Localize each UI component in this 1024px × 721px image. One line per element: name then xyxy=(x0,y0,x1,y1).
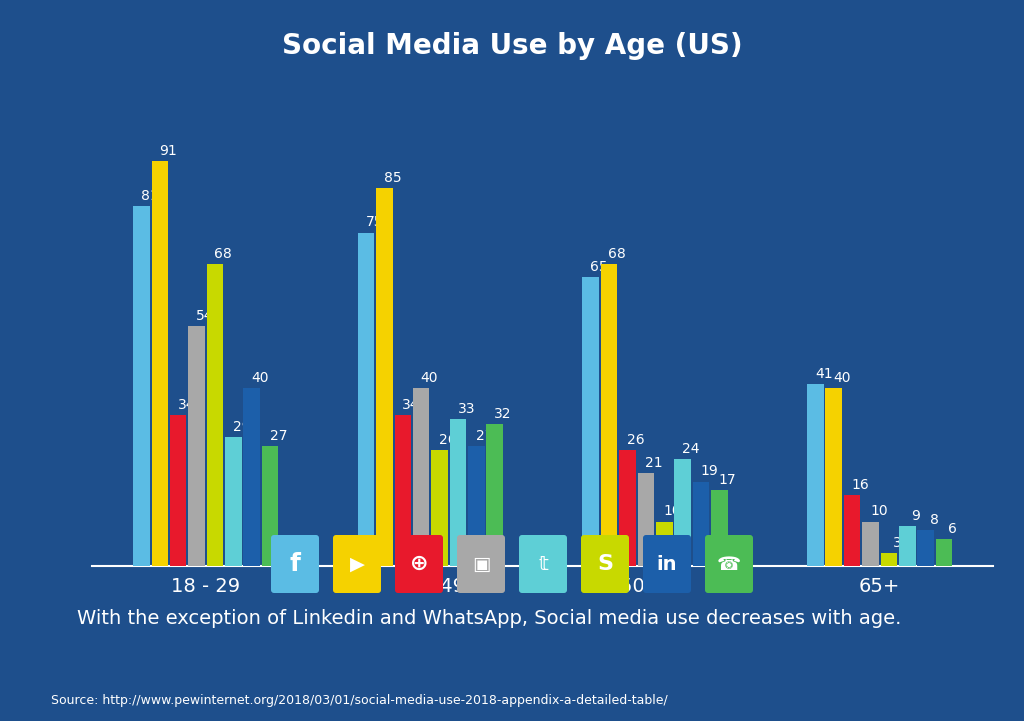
Text: ⊕: ⊕ xyxy=(410,554,428,574)
Text: 68: 68 xyxy=(608,247,627,260)
Bar xyxy=(468,446,484,566)
Text: 27: 27 xyxy=(269,429,287,443)
Text: 91: 91 xyxy=(159,144,177,159)
FancyBboxPatch shape xyxy=(519,535,567,593)
Text: 68: 68 xyxy=(214,247,232,260)
Text: 41: 41 xyxy=(815,366,833,381)
Text: 21: 21 xyxy=(645,456,663,469)
Bar xyxy=(711,490,728,566)
Text: in: in xyxy=(656,554,677,573)
Bar xyxy=(692,482,710,566)
Bar xyxy=(807,384,823,566)
Bar xyxy=(620,451,636,566)
FancyBboxPatch shape xyxy=(643,535,691,593)
Bar xyxy=(431,451,447,566)
Bar xyxy=(918,531,934,566)
Text: 3: 3 xyxy=(893,536,901,549)
Bar xyxy=(638,473,654,566)
Text: With the exception of Linkedin and WhatsApp, Social media use decreases with age: With the exception of Linkedin and Whats… xyxy=(77,609,901,628)
Bar xyxy=(656,521,673,566)
Text: 8: 8 xyxy=(930,513,938,527)
Bar xyxy=(825,388,842,566)
Text: 32: 32 xyxy=(495,407,512,420)
Text: 27: 27 xyxy=(476,429,494,443)
Bar xyxy=(244,388,260,566)
Text: 54: 54 xyxy=(196,309,214,323)
Bar xyxy=(583,277,599,566)
Text: 10: 10 xyxy=(664,505,681,518)
Bar xyxy=(413,388,429,566)
FancyBboxPatch shape xyxy=(395,535,443,593)
Text: 34: 34 xyxy=(178,398,196,412)
FancyBboxPatch shape xyxy=(705,535,753,593)
Text: 𝕥: 𝕥 xyxy=(538,554,548,573)
Text: 9: 9 xyxy=(911,509,920,523)
Text: 40: 40 xyxy=(421,371,438,385)
Text: 34: 34 xyxy=(402,398,420,412)
Bar xyxy=(262,446,279,566)
Bar xyxy=(450,420,466,566)
Text: 65: 65 xyxy=(590,260,608,274)
Bar xyxy=(357,233,375,566)
Bar xyxy=(844,495,860,566)
Text: 24: 24 xyxy=(682,442,699,456)
FancyBboxPatch shape xyxy=(333,535,381,593)
Text: 17: 17 xyxy=(719,473,736,487)
Bar xyxy=(862,521,879,566)
Text: 16: 16 xyxy=(852,478,869,492)
Text: 40: 40 xyxy=(251,371,268,385)
Bar xyxy=(675,459,691,566)
Bar xyxy=(152,162,168,566)
Text: ☎: ☎ xyxy=(717,554,741,573)
Text: f: f xyxy=(290,552,300,576)
FancyBboxPatch shape xyxy=(581,535,629,593)
Bar xyxy=(601,264,617,566)
Text: S: S xyxy=(597,554,613,574)
Text: 6: 6 xyxy=(948,522,956,536)
Text: 40: 40 xyxy=(834,371,851,385)
Text: ▶: ▶ xyxy=(349,554,365,573)
Text: Source: http://www.pewinternet.org/2018/03/01/social-media-use-2018-appendix-a-d: Source: http://www.pewinternet.org/2018/… xyxy=(51,694,668,707)
FancyBboxPatch shape xyxy=(457,535,505,593)
Text: 85: 85 xyxy=(384,171,401,185)
Text: 19: 19 xyxy=(700,464,718,479)
FancyBboxPatch shape xyxy=(271,535,319,593)
Bar xyxy=(207,264,223,566)
Text: 33: 33 xyxy=(458,402,475,416)
Bar xyxy=(225,437,242,566)
Bar xyxy=(936,539,952,566)
Bar xyxy=(881,553,897,566)
Bar xyxy=(188,326,205,566)
Text: 29: 29 xyxy=(232,420,251,434)
Bar xyxy=(376,188,393,566)
Bar xyxy=(394,415,411,566)
Text: 10: 10 xyxy=(870,505,888,518)
Text: ▣: ▣ xyxy=(472,554,490,573)
Bar xyxy=(170,415,186,566)
Bar xyxy=(899,526,915,566)
Text: 75: 75 xyxy=(366,216,383,229)
Bar xyxy=(133,206,150,566)
Text: 81: 81 xyxy=(140,189,159,203)
Bar xyxy=(486,424,503,566)
Text: 26: 26 xyxy=(439,433,457,447)
Text: Social Media Use by Age (US): Social Media Use by Age (US) xyxy=(282,32,742,61)
Text: 26: 26 xyxy=(627,433,644,447)
